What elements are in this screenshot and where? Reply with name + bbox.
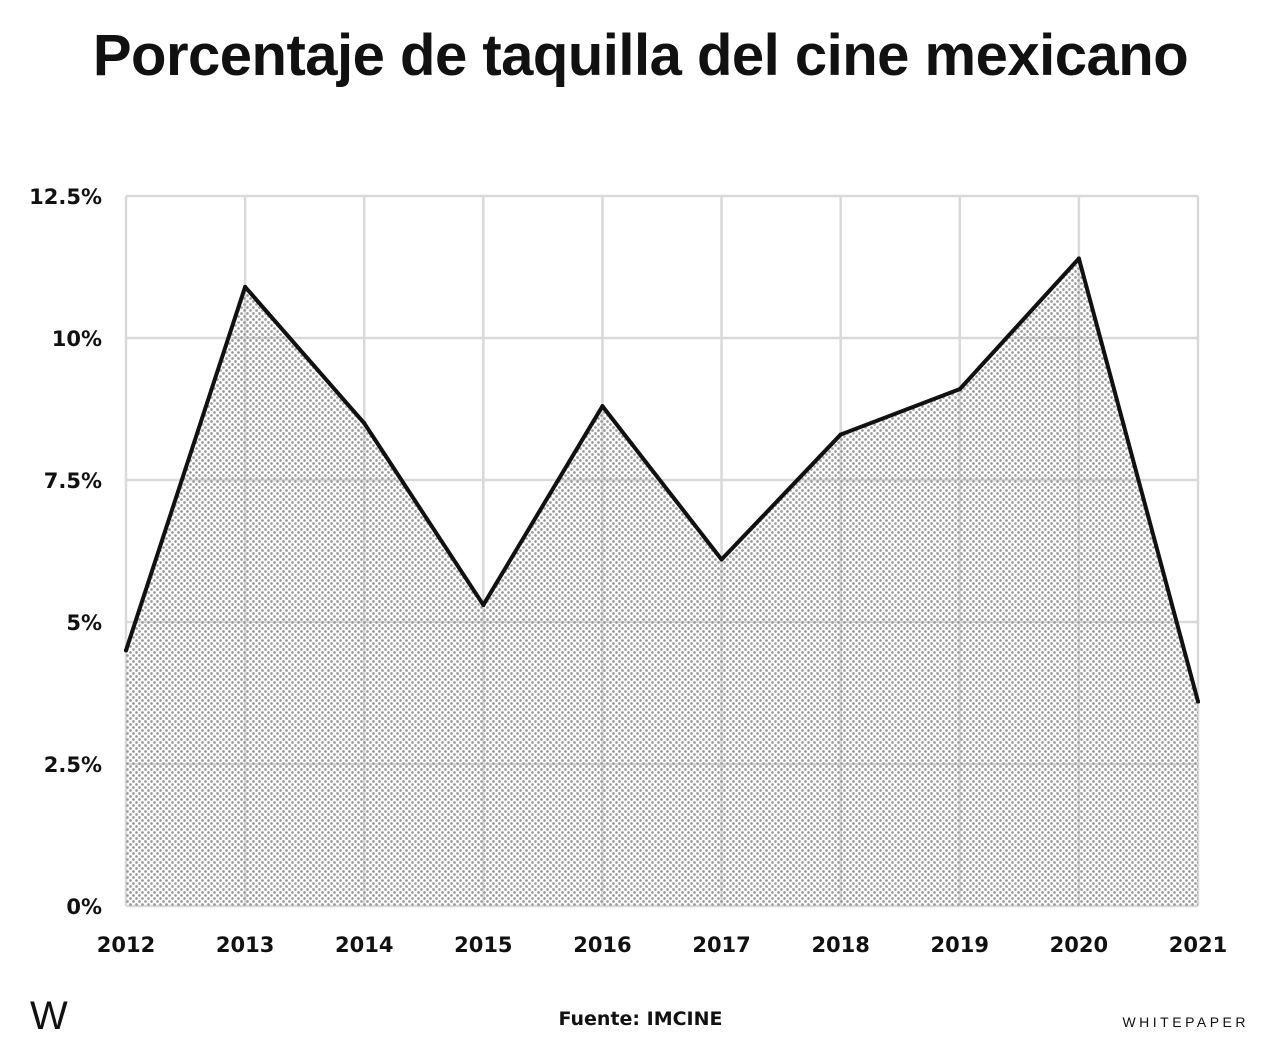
x-tick-label: 2016: [573, 933, 631, 957]
x-tick-label: 2015: [454, 933, 512, 957]
y-tick-label: 5%: [66, 611, 102, 635]
chart-title: Porcentaje de taquilla del cine mexicano: [92, 23, 1189, 88]
x-tick-label: 2017: [692, 933, 750, 957]
y-axis-ticks: 0% 2.5% 5% 7.5% 10% 12.5%: [29, 185, 102, 919]
y-tick-label: 2.5%: [44, 753, 102, 777]
x-tick-label: 2013: [216, 933, 274, 957]
data-point-2017: [719, 557, 724, 562]
data-point-layer: [124, 256, 1200, 704]
area-fill: [126, 258, 1198, 907]
x-tick-label: 2018: [811, 933, 869, 957]
data-point-2018: [838, 432, 843, 437]
x-tick-label: 2021: [1169, 933, 1227, 957]
x-tick-label: 2014: [335, 933, 393, 957]
data-point-2019: [957, 387, 962, 392]
y-tick-label: 0%: [66, 895, 102, 919]
x-axis-ticks: 2012 2013 2014 2015 2016 2017 2018 2019 2020 2021: [97, 933, 1227, 957]
area-fill-layer: [126, 258, 1198, 907]
x-tick-label: 2020: [1050, 933, 1108, 957]
series-line-layer: [124, 256, 1200, 704]
x-tick-label: 2012: [97, 933, 155, 957]
y-tick-label: 12.5%: [29, 185, 102, 209]
brand-wordmark: WHITEPAPER: [1122, 1014, 1249, 1030]
data-point-2014: [362, 421, 367, 426]
data-point-2020: [1076, 256, 1081, 261]
y-tick-label: 7.5%: [44, 469, 102, 493]
source-note: Fuente: IMCINE: [558, 1008, 723, 1030]
series-line: [124, 256, 1200, 704]
data-point-2012: [124, 648, 128, 653]
area-chart: 0%2.5%5%7.5%10%12.5% 2012 2013 2014 2015 201…: [29, 185, 1227, 957]
whitepaper-w-logo: W: [30, 994, 68, 1038]
data-point-2021: [1196, 699, 1200, 704]
y-tick-label: 10%: [52, 327, 102, 351]
data-point-2015: [481, 602, 486, 607]
data-point-2013: [243, 284, 248, 289]
data-point-2016: [600, 404, 605, 409]
x-tick-label: 2019: [931, 933, 989, 957]
